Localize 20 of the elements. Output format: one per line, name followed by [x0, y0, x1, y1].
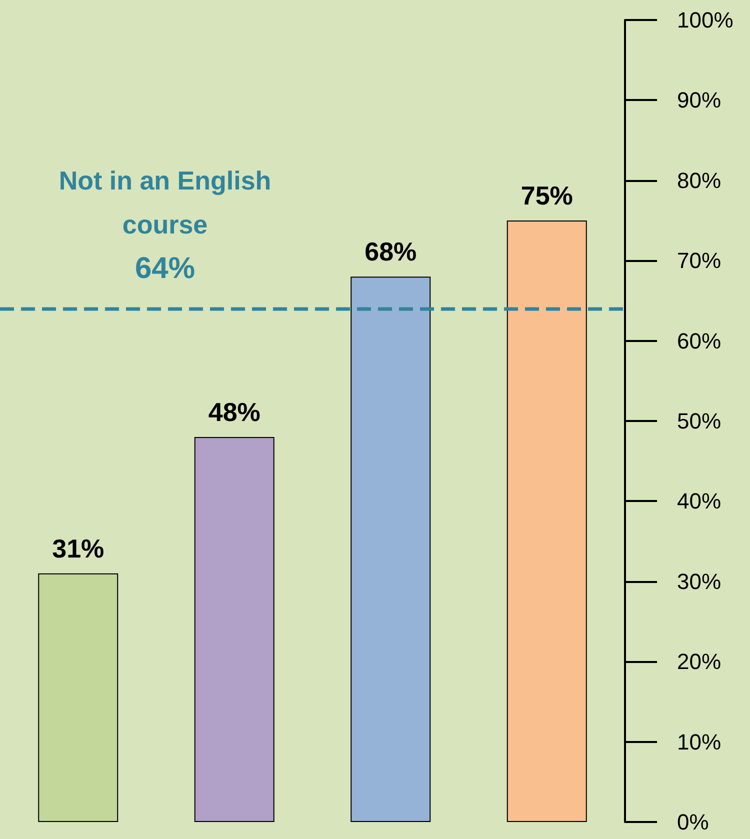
y-tick-label: 50% — [677, 408, 722, 434]
bar — [38, 573, 118, 822]
y-tick-label: 30% — [677, 568, 722, 594]
y-tick-label: 20% — [677, 649, 722, 674]
bar — [350, 276, 431, 822]
y-tick-label: 100% — [677, 8, 734, 32]
y-tick-label: 80% — [677, 168, 722, 193]
data-label: 75% — [520, 180, 573, 210]
bar — [194, 437, 274, 822]
bar — [506, 220, 587, 822]
ref-line-label: Not in an English course 64% — [58, 166, 272, 286]
y-tick-label: 90% — [677, 88, 722, 113]
y-tick-label: 40% — [677, 488, 722, 514]
data-label: 48% — [208, 397, 260, 428]
y-tick-label: 0% — [677, 810, 709, 834]
y-tick-label: 60% — [677, 328, 722, 354]
data-label: 68% — [364, 236, 417, 267]
y-tick-label: 10% — [677, 729, 722, 754]
data-label: 31% — [52, 533, 104, 564]
y-tick-label: 70% — [677, 248, 722, 274]
